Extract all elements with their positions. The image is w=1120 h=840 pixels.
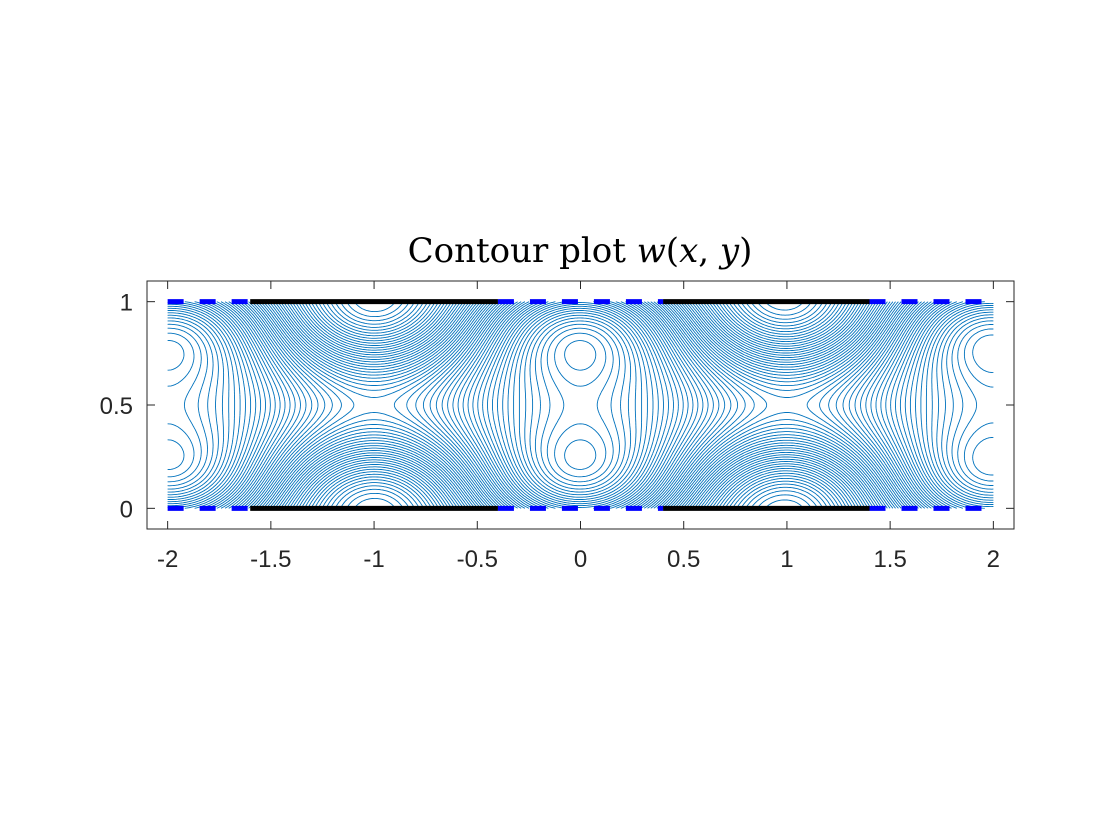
contour-level-36	[235, 301, 922, 509]
contour-level-59	[167, 334, 994, 476]
y-tick-label: 0	[120, 496, 133, 523]
contour-level-49	[167, 302, 994, 508]
chart-title-close: )	[739, 231, 752, 271]
x-tick-label: -1.5	[250, 546, 291, 573]
contour-level-56	[167, 320, 994, 490]
contour-level-50	[167, 304, 994, 506]
contour-level-58	[167, 328, 994, 482]
contour-level-1	[368, 301, 804, 509]
x-tick-label: -2	[157, 546, 178, 573]
contour-level-53	[167, 311, 994, 499]
contour-level-52	[167, 309, 994, 501]
x-tick-label: 0	[574, 546, 587, 573]
chart-title-open: (	[666, 231, 679, 271]
contour-level-51	[167, 307, 994, 503]
contour-level-30	[254, 301, 905, 509]
chart-title: Contour plot w(x, y)	[408, 231, 753, 271]
contour-level-2	[354, 301, 812, 509]
x-tick-label: 0.5	[667, 546, 700, 573]
y-tick-label: 1	[120, 290, 133, 317]
contour-level-32	[248, 301, 910, 509]
contour-level-43	[207, 301, 948, 509]
contour-level-57	[167, 324, 994, 486]
axes: -2 -1.5 -1 -0.5 0 0.5 1 1.5 2 0 0.5 1	[100, 280, 1015, 573]
chart-title-func: w	[637, 231, 666, 271]
contour-level-55	[167, 317, 994, 493]
x-tick-label: 2	[987, 546, 1000, 573]
contour-level-11	[310, 301, 851, 509]
contour-level-47	[167, 301, 971, 509]
chart-title-var1: x	[679, 231, 698, 271]
contour-level-40	[220, 301, 936, 509]
contour-level-28	[260, 301, 899, 509]
chart-title-prefix: Contour plot	[408, 231, 637, 271]
chart-title-sep: ,	[698, 231, 720, 271]
contour-level-5	[334, 301, 828, 509]
contour-level-34	[242, 301, 916, 509]
contour-level-39	[224, 301, 932, 509]
contour-level-45	[194, 301, 957, 509]
contour-level-33	[245, 301, 913, 509]
contour-level-41	[216, 301, 940, 509]
contour-level-25	[268, 301, 891, 509]
x-tick-label: 1.5	[873, 546, 906, 573]
x-tick-label: 1	[780, 546, 793, 573]
chart-title-var2: y	[718, 231, 740, 271]
contour-level-46	[184, 301, 963, 509]
x-tick-label: -0.5	[457, 546, 498, 573]
contour-level-14	[300, 301, 860, 509]
contour-level-54	[167, 314, 994, 496]
x-tick-label: -1	[363, 546, 384, 573]
contour-level-38	[228, 301, 929, 509]
contour-lines	[167, 301, 994, 509]
boundary-segments	[167, 299, 994, 511]
y-tick-label: 0.5	[100, 393, 133, 420]
contour-level-9	[317, 301, 844, 509]
contour-level-44	[201, 301, 952, 509]
